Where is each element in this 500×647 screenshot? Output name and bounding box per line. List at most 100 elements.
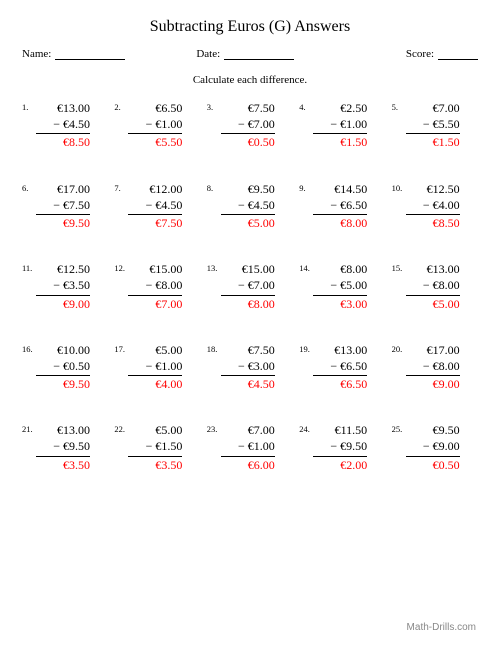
subtrahend: − €0.50 [36, 358, 90, 376]
subtrahend: − €1.50 [128, 438, 182, 456]
problem-body: €14.50− €6.50€8.00 [313, 181, 367, 232]
problem-number: 22. [114, 422, 128, 435]
problem-number: 21. [22, 422, 36, 435]
answer: €5.00 [406, 296, 460, 312]
problem-body: €10.00− €0.50€9.50 [36, 342, 90, 393]
answer: €0.50 [221, 134, 275, 150]
minuend: €9.50 [221, 181, 275, 197]
answer: €8.50 [406, 215, 460, 231]
subtrahend: − €8.00 [406, 358, 460, 376]
problem-body: €5.00− €1.50€3.50 [128, 422, 182, 473]
problem-number: 15. [392, 261, 406, 274]
problem-body: €17.00− €7.50€9.50 [36, 181, 90, 232]
problem-number: 3. [207, 100, 221, 113]
header-row: Name: Date: Score: [22, 48, 478, 60]
problem: 24.€11.50− €9.50€2.00 [299, 422, 385, 473]
problem: 4.€2.50− €1.00€1.50 [299, 100, 385, 151]
answer: €2.00 [313, 457, 367, 473]
subtrahend: − €8.00 [128, 277, 182, 295]
problem-number: 11. [22, 261, 36, 274]
date-line [224, 49, 294, 60]
answer: €8.00 [313, 215, 367, 231]
minuend: €9.50 [406, 422, 460, 438]
problem-number: 24. [299, 422, 313, 435]
subtrahend: − €4.50 [221, 197, 275, 215]
answer: €8.50 [36, 134, 90, 150]
date-field: Date: [196, 48, 370, 60]
minuend: €7.00 [406, 100, 460, 116]
name-label: Name: [22, 48, 51, 60]
minuend: €12.00 [128, 181, 182, 197]
problem-number: 9. [299, 181, 313, 194]
score-line [438, 49, 478, 60]
problems-grid: 1.€13.00− €4.50€8.502.€6.50− €1.00€5.50 3… [22, 100, 478, 473]
problem: 5.€7.00− €5.50€1.50 [392, 100, 478, 151]
problem-number: 12. [114, 261, 128, 274]
page-title: Subtracting Euros (G) Answers [22, 18, 478, 36]
minuend: €5.00 [128, 422, 182, 438]
problem: 14.€8.00− €5.00€3.00 [299, 261, 385, 312]
minuend: €8.00 [313, 261, 367, 277]
problem-number: 2. [114, 100, 128, 113]
answer: €5.00 [221, 215, 275, 231]
problem-body: €13.00− €9.50€3.50 [36, 422, 90, 473]
subtrahend: − €1.00 [128, 358, 182, 376]
problem-body: €12.00− €4.50€7.50 [128, 181, 182, 232]
answer: €9.00 [36, 296, 90, 312]
problem: 25.€9.50− €9.00€0.50 [392, 422, 478, 473]
instruction: Calculate each difference. [22, 74, 478, 86]
subtrahend: − €6.50 [313, 197, 367, 215]
problem: 20.€17.00− €8.00€9.00 [392, 342, 478, 393]
problem-number: 20. [392, 342, 406, 355]
minuend: €12.50 [36, 261, 90, 277]
problem: 8.€9.50− €4.50€5.00 [207, 181, 293, 232]
problem: 2.€6.50− €1.00€5.50 [114, 100, 200, 151]
minuend: €15.00 [128, 261, 182, 277]
subtrahend: − €1.00 [221, 438, 275, 456]
problem-number: 17. [114, 342, 128, 355]
problem-number: 5. [392, 100, 406, 113]
problem-body: €5.00− €1.00€4.00 [128, 342, 182, 393]
answer: €4.00 [128, 376, 182, 392]
subtrahend: − €5.50 [406, 116, 460, 134]
problem-body: €2.50− €1.00€1.50 [313, 100, 367, 151]
problem: 21.€13.00− €9.50€3.50 [22, 422, 108, 473]
problem: 19.€13.00− €6.50€6.50 [299, 342, 385, 393]
footer: Math-Drills.com [407, 622, 476, 633]
problem-body: €7.00− €5.50€1.50 [406, 100, 460, 151]
subtrahend: − €6.50 [313, 358, 367, 376]
minuend: €7.50 [221, 100, 275, 116]
answer: €3.00 [313, 296, 367, 312]
score-label: Score: [406, 48, 434, 60]
problem: 1.€13.00− €4.50€8.50 [22, 100, 108, 151]
problem: 6.€17.00− €7.50€9.50 [22, 181, 108, 232]
problem-body: €7.00− €1.00€6.00 [221, 422, 275, 473]
minuend: €17.00 [36, 181, 90, 197]
problem-body: €15.00− €8.00€7.00 [128, 261, 182, 312]
problem: 22.€5.00− €1.50€3.50 [114, 422, 200, 473]
answer: €9.50 [36, 376, 90, 392]
subtrahend: − €4.50 [128, 197, 182, 215]
answer: €8.00 [221, 296, 275, 312]
problem: 13.€15.00− €7.00€8.00 [207, 261, 293, 312]
problem: 17.€5.00− €1.00€4.00 [114, 342, 200, 393]
problem-body: €13.00− €6.50€6.50 [313, 342, 367, 393]
score-field: Score: [371, 48, 478, 60]
problem-body: €9.50− €4.50€5.00 [221, 181, 275, 232]
problem: 7.€12.00− €4.50€7.50 [114, 181, 200, 232]
answer: €3.50 [36, 457, 90, 473]
problem-body: €12.50− €3.50€9.00 [36, 261, 90, 312]
answer: €5.50 [128, 134, 182, 150]
minuend: €13.00 [36, 100, 90, 116]
answer: €1.50 [406, 134, 460, 150]
answer: €3.50 [128, 457, 182, 473]
problem-number: 13. [207, 261, 221, 274]
problem-number: 23. [207, 422, 221, 435]
name-field: Name: [22, 48, 196, 60]
problem-body: €7.50− €7.00€0.50 [221, 100, 275, 151]
subtrahend: − €9.50 [36, 438, 90, 456]
answer: €7.00 [128, 296, 182, 312]
problem-body: €8.00− €5.00€3.00 [313, 261, 367, 312]
problem: 10.€12.50− €4.00€8.50 [392, 181, 478, 232]
answer: €0.50 [406, 457, 460, 473]
